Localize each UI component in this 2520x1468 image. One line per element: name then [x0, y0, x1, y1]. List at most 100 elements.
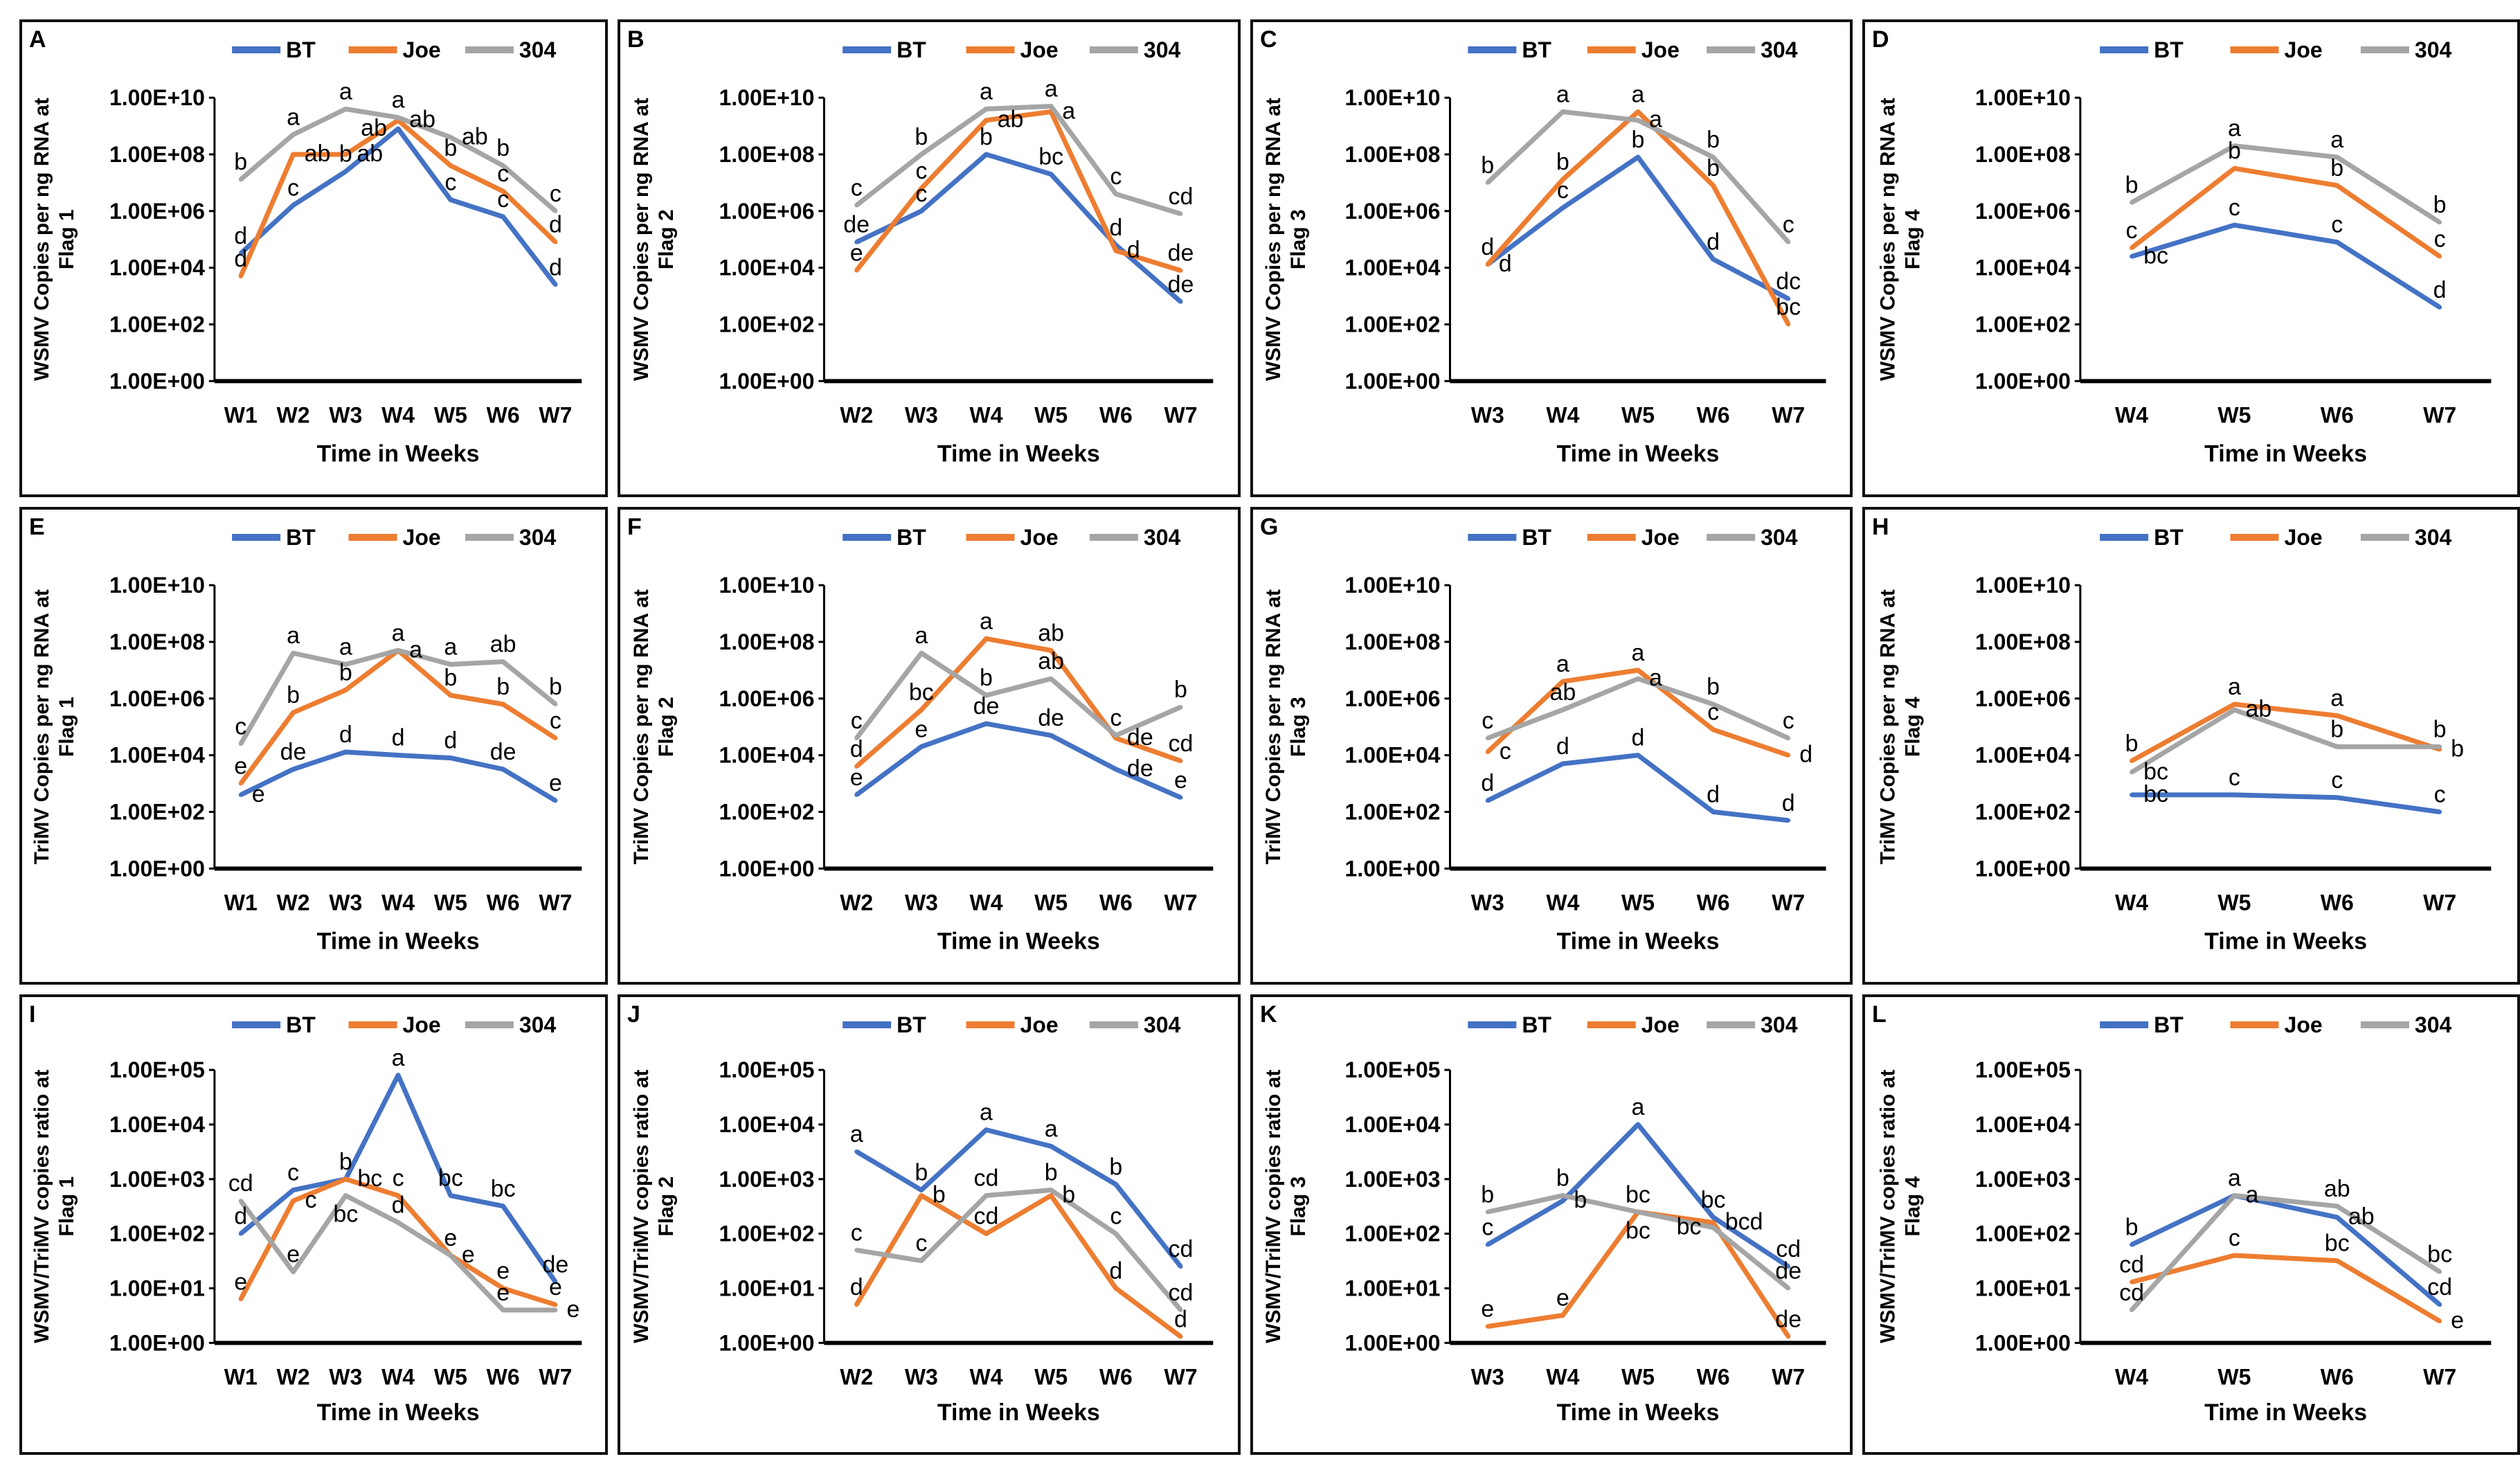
- significance-letter: de: [1127, 755, 1153, 782]
- x-tick-label: W7: [1772, 1364, 1805, 1389]
- significance-letter: e: [496, 1257, 510, 1284]
- significance-letter: b: [1707, 674, 1720, 700]
- significance-letter: a: [444, 634, 457, 661]
- data-point: [1178, 211, 1183, 216]
- data-point: [238, 1231, 243, 1236]
- significance-letter: d: [1799, 742, 1812, 768]
- legend-label: BT: [1522, 37, 1551, 62]
- data-point: [1049, 733, 1054, 738]
- x-axis-title: Time in Weeks: [937, 928, 1100, 954]
- data-point: [984, 1231, 989, 1236]
- significance-letter: c: [287, 1160, 299, 1186]
- legend-label: Joe: [403, 1012, 441, 1037]
- panel-j: J 1.00E+00 1.00E+01 1.00E+02 1.00E+03 1.00E+0…: [618, 994, 1241, 1455]
- x-tick-label: W4: [1546, 1364, 1579, 1389]
- data-point: [1635, 154, 1640, 159]
- y-tick-label: 1.00E+00: [1975, 856, 2071, 881]
- series-line-bt: [855, 152, 1182, 304]
- significance-letter: c: [2434, 226, 2446, 252]
- data-point: [2130, 1280, 2134, 1284]
- x-tick-label: W6: [2321, 890, 2354, 915]
- data-point: [501, 1203, 505, 1208]
- data-point: [1049, 1193, 1054, 1198]
- significance-letter: de: [1775, 1257, 1801, 1284]
- data-point: [343, 1193, 348, 1198]
- significance-letter: c: [2126, 217, 2138, 244]
- y-tick-label: 1.00E+06: [1975, 199, 2071, 224]
- data-point: [984, 722, 989, 726]
- data-point: [2130, 758, 2134, 763]
- significance-letter: ab: [490, 632, 516, 658]
- legend-label: BT: [2154, 525, 2184, 550]
- significance-letter: b: [339, 141, 352, 168]
- legend-label: Joe: [403, 525, 441, 550]
- data-point: [1560, 708, 1565, 713]
- data-point: [2334, 795, 2339, 800]
- significance-letter: a: [980, 1100, 993, 1126]
- y-tick-label: 1.00E+04: [1345, 256, 1441, 280]
- legend-label: Joe: [1641, 37, 1680, 62]
- x-tick-label: W2: [277, 402, 310, 427]
- data-point: [291, 651, 296, 656]
- x-tick-label: W5: [2217, 890, 2251, 915]
- y-tick-label: 1.00E+01: [1975, 1275, 2071, 1300]
- legend-label: 304: [519, 1012, 557, 1037]
- data-point: [2334, 1203, 2339, 1208]
- legend-label: BT: [1522, 1012, 1551, 1037]
- panel-l: L 1.00E+00 1.00E+01 1.00E+02 1.00E+03 1.00E+0…: [1862, 994, 2520, 1455]
- x-tick-label: W4: [2115, 1364, 2148, 1389]
- x-tick-label: W5: [1034, 402, 1068, 427]
- y-tick-label: 1.00E+02: [1345, 799, 1441, 824]
- data-point: [919, 208, 924, 213]
- significance-letter: b: [2451, 735, 2464, 762]
- y-tick-label: 1.00E+02: [109, 312, 205, 337]
- significance-letter: d: [234, 1203, 247, 1230]
- x-tick-label: W4: [970, 402, 1003, 427]
- legend-item-304: 304: [2360, 1012, 2452, 1037]
- significance-letter: ab: [1038, 620, 1064, 646]
- data-point: [2334, 1215, 2339, 1219]
- data-point: [291, 132, 296, 137]
- data-point: [2334, 154, 2339, 159]
- significance-letter: d: [1782, 790, 1795, 816]
- significance-letter: a: [2330, 127, 2343, 153]
- significance-letter: c: [1110, 163, 1122, 190]
- chart-svg: 1.00E+00 1.00E+01 1.00E+02 1.00E+03 1.00E+04…: [30, 1012, 582, 1426]
- legend-label: 304: [2415, 525, 2452, 550]
- x-tick-label: W6: [1697, 402, 1730, 427]
- significance-letter: c: [1783, 212, 1794, 238]
- significance-letter: a: [1556, 651, 1569, 677]
- legend-item-bt: BT: [843, 1012, 926, 1037]
- significance-letter: b: [2330, 716, 2343, 742]
- significance-letter: bcd: [1725, 1209, 1763, 1235]
- data-point: [919, 1188, 924, 1192]
- y-tick-label: 1.00E+04: [109, 1112, 205, 1137]
- significance-letter: e: [234, 753, 247, 780]
- data-point: [2130, 770, 2134, 775]
- significance-letter: de: [543, 1251, 569, 1278]
- series-line-bt: [855, 1127, 1183, 1269]
- data-point: [984, 693, 989, 698]
- data-point: [291, 203, 296, 208]
- significance-letter: b: [1109, 1154, 1122, 1180]
- data-point: [1485, 749, 1490, 754]
- legend-label: 304: [1144, 1012, 1181, 1037]
- data-point: [1178, 1264, 1183, 1269]
- x-tick-label: W6: [1697, 890, 1730, 915]
- data-point: [1113, 767, 1118, 771]
- panel-label: B: [627, 26, 645, 53]
- x-tick-label: W3: [329, 402, 362, 427]
- data-point: [343, 749, 348, 754]
- panel-e: E 1.00E+00 1.00E+02 1.00E+04 1.00E+06 1.00E+0…: [19, 507, 608, 985]
- significance-letter: e: [444, 1225, 457, 1251]
- data-point: [1786, 818, 1791, 823]
- data-point: [1485, 736, 1490, 741]
- data-point: [1113, 249, 1118, 253]
- y-tick-label: 1.00E+02: [109, 1221, 205, 1246]
- data-point: [553, 283, 558, 287]
- x-tick-label: W6: [1099, 890, 1133, 915]
- significance-letter: b: [1481, 1181, 1494, 1208]
- data-point: [2438, 744, 2442, 749]
- y-tick-label: 1.00E+02: [1975, 799, 2071, 824]
- significance-letter: a: [392, 620, 405, 646]
